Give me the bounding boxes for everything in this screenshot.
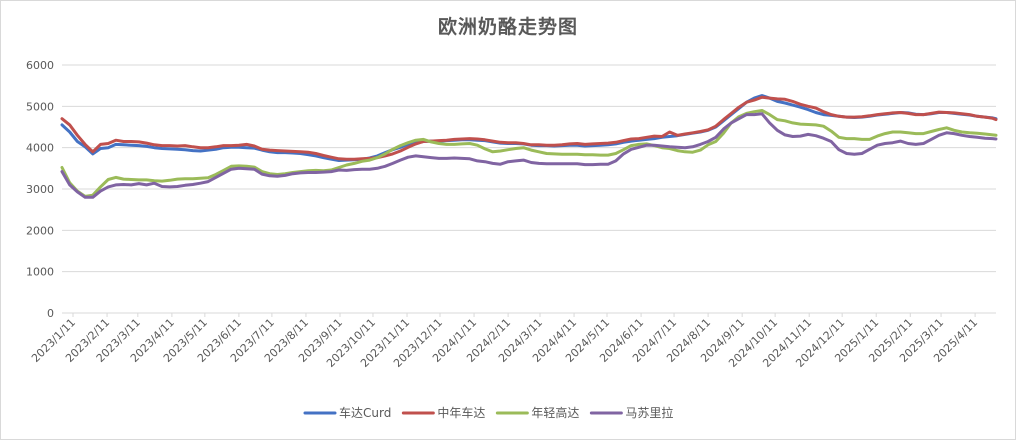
legend: 车达Curd 中年车达 年轻高达 马苏里拉 [303,405,673,420]
grid-lines [62,64,996,314]
legend-label: 年轻高达 [531,405,579,420]
legend-label: 车达Curd [339,405,391,420]
series-line-2 [60,95,998,161]
series-line-4 [60,112,998,199]
y-tick-label: 2000 [26,224,54,237]
x-axis: 2023/1/112023/2/112023/3/112023/4/112023… [29,312,996,370]
y-tick-label: 5000 [26,100,54,113]
chart-title: 欧洲奶酪走势图 [437,16,578,38]
series-line-3 [60,109,998,198]
legend-label: 中年车达 [437,405,485,420]
y-tick-label: 0 [47,307,54,320]
legend-label: 马苏里拉 [625,405,673,420]
y-axis-ticks: 0 1000 2000 3000 4000 5000 6000 [26,59,54,320]
y-tick-label: 6000 [26,59,54,72]
y-tick-label: 1000 [26,266,54,279]
series-lines [60,94,998,199]
y-tick-label: 3000 [26,183,54,196]
y-tick-label: 4000 [26,142,54,155]
